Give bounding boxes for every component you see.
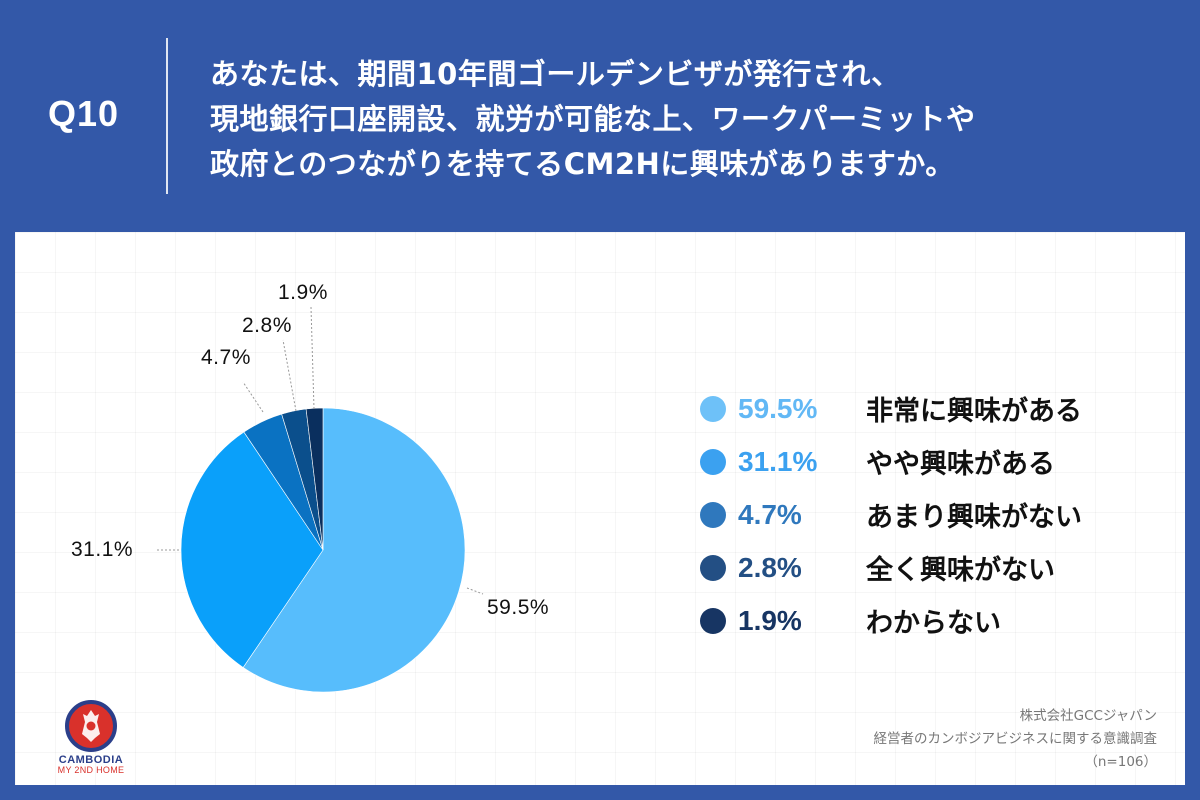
apsara-emblem-icon bbox=[65, 700, 117, 752]
question-header: Q10 あなたは、期間10年間ゴールデンビザが発行され、 現地銀行口座開設、就労… bbox=[0, 0, 1200, 232]
legend-dot-icon bbox=[700, 607, 726, 634]
pie-label-not-at-all-interested: 2.8% bbox=[242, 314, 292, 337]
question-line-1: あなたは、期間10年間ゴールデンビザが発行され、 bbox=[210, 57, 901, 91]
pie-label-somewhat-interested: 31.1% bbox=[71, 538, 134, 561]
legend-dot-icon bbox=[700, 395, 726, 422]
logo-text-cambodia: CAMBODIA bbox=[58, 754, 124, 766]
legend-label: 非常に興味がある bbox=[866, 396, 1082, 427]
legend-item-not-at-all-interested: 2.8% 全く興味がない bbox=[680, 541, 1082, 594]
pie-slice-dont-know bbox=[305, 407, 324, 551]
source-sample-size: （n=106） bbox=[1084, 754, 1157, 770]
legend-dot-icon bbox=[700, 448, 726, 475]
leader-lines bbox=[155, 306, 484, 595]
legend-label: あまり興味がない bbox=[866, 502, 1082, 533]
legend-pct: 4.7% bbox=[738, 498, 802, 530]
pie-slice-very-interested bbox=[242, 407, 466, 693]
legend-dot-icon bbox=[700, 501, 726, 528]
legend-item-not-much-interested: 4.7% あまり興味がない bbox=[680, 488, 1082, 541]
source-note: 株式会社GCCジャパン 経営者のカンボジアビジネスに関する意識調査 （n=106… bbox=[874, 705, 1158, 774]
source-company: 株式会社GCCジャパン bbox=[1019, 708, 1157, 724]
question-number: Q10 bbox=[48, 93, 120, 134]
legend-item-very-interested: 59.5% 非常に興味がある bbox=[680, 382, 1082, 435]
legend-pct: 31.1% bbox=[738, 445, 818, 477]
legend-label: わからない bbox=[866, 608, 1001, 639]
legend-pct: 1.9% bbox=[738, 604, 802, 636]
cambodia-my-2nd-home-logo: CAMBODIA MY 2ND HOME bbox=[51, 700, 131, 775]
pie-label-very-interested: 59.5% bbox=[487, 596, 550, 619]
question-text: あなたは、期間10年間ゴールデンビザが発行され、 現地銀行口座開設、就労が可能な… bbox=[210, 52, 1170, 187]
chart-panel: 59.5% 31.1% 4.7% 2.8% 1.9% 59.5% 非常に興味があ… bbox=[15, 232, 1185, 785]
pie-slice-somewhat-interested bbox=[180, 431, 324, 668]
legend-dot-icon bbox=[700, 554, 726, 581]
legend-item-somewhat-interested: 31.1% やや興味がある bbox=[680, 435, 1082, 488]
pie-label-not-much-interested: 4.7% bbox=[201, 346, 251, 369]
pie-chart bbox=[155, 306, 484, 693]
header-divider bbox=[166, 38, 168, 194]
legend: 59.5% 非常に興味がある 31.1% やや興味がある 4.7% あまり興味が… bbox=[680, 382, 1082, 647]
question-line-2: 現地銀行口座開設、就労が可能な上、ワークパーミットや bbox=[210, 102, 976, 136]
source-survey: 経営者のカンボジアビジネスに関する意識調査 bbox=[873, 731, 1158, 747]
legend-pct: 59.5% bbox=[738, 392, 818, 424]
legend-label: やや興味がある bbox=[866, 449, 1055, 480]
legend-pct: 2.8% bbox=[738, 551, 802, 583]
legend-label: 全く興味がない bbox=[866, 555, 1055, 586]
question-line-3: 政府とのつながりを持てるCM2Hに興味がありますか。 bbox=[210, 147, 955, 181]
pie-label-dont-know: 1.9% bbox=[278, 281, 328, 304]
legend-item-dont-know: 1.9% わからない bbox=[680, 594, 1082, 647]
logo-text-my-2nd-home: MY 2ND HOME bbox=[57, 765, 125, 775]
